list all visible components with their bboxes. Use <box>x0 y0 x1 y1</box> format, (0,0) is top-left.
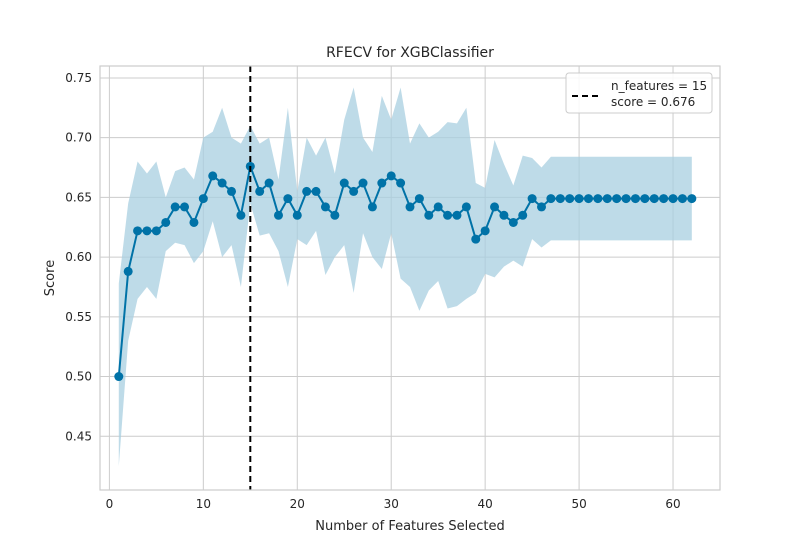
score-point <box>537 202 547 212</box>
y-tick-label: 0.45 <box>65 429 92 443</box>
y-tick-label: 0.65 <box>65 190 92 204</box>
score-point <box>133 226 143 236</box>
x-tick-label: 0 <box>106 497 114 511</box>
score-point <box>490 202 500 212</box>
y-axis-label: Score <box>43 260 58 296</box>
score-point <box>339 178 349 188</box>
x-axis-label: Number of Features Selected <box>315 519 504 534</box>
y-tick-label: 0.55 <box>65 310 92 324</box>
score-point <box>170 202 180 212</box>
score-point <box>433 202 443 212</box>
score-point <box>583 194 593 204</box>
score-point <box>358 178 368 188</box>
legend-entry-n-features: n_features = 15 <box>611 79 707 93</box>
score-points <box>114 161 697 382</box>
score-point <box>461 202 471 212</box>
score-point <box>264 178 274 188</box>
score-point <box>424 210 434 220</box>
score-point <box>640 194 650 204</box>
score-point <box>659 194 669 204</box>
score-point <box>292 210 302 220</box>
score-point <box>602 194 612 204</box>
score-point <box>311 186 321 196</box>
score-band <box>118 87 692 467</box>
score-point <box>142 226 152 236</box>
y-tick-labels: 0.45 0.50 0.55 0.60 0.65 0.70 0.75 <box>65 71 92 443</box>
score-point <box>527 194 537 204</box>
score-point <box>367 202 377 212</box>
score-point <box>443 210 453 220</box>
plot-frame <box>99 65 721 491</box>
x-tick-label: 30 <box>384 497 399 511</box>
score-point <box>649 194 659 204</box>
y-tick-label: 0.60 <box>65 250 92 264</box>
x-tick-labels: 0 10 20 30 40 50 60 <box>106 497 681 511</box>
score-point <box>161 217 171 227</box>
x-tick-label: 20 <box>290 497 305 511</box>
score-point <box>198 194 208 204</box>
y-tick-label: 0.70 <box>65 131 92 145</box>
score-point <box>396 178 406 188</box>
legend-box <box>565 72 713 114</box>
x-tick-label: 10 <box>196 497 211 511</box>
legend: n_features = 15 score = 0.676 <box>565 72 713 114</box>
y-tick-label: 0.50 <box>65 370 92 384</box>
score-point <box>508 217 518 227</box>
x-tick-label: 60 <box>665 497 680 511</box>
score-point <box>630 194 640 204</box>
score-point <box>518 210 528 220</box>
score-point <box>480 226 490 236</box>
score-point <box>320 202 330 212</box>
score-point <box>255 186 265 196</box>
x-tick-label: 40 <box>478 497 493 511</box>
score-point <box>546 194 556 204</box>
legend-entry-score: score = 0.676 <box>611 95 695 109</box>
score-point <box>386 171 396 181</box>
score-point <box>273 210 283 220</box>
score-point <box>668 194 678 204</box>
score-point <box>377 178 387 188</box>
score-point <box>189 217 199 227</box>
score-point <box>217 178 227 188</box>
score-point <box>574 194 584 204</box>
score-point <box>283 194 293 204</box>
score-point <box>180 202 190 212</box>
score-point <box>565 194 575 204</box>
score-point <box>405 202 415 212</box>
score-point <box>499 210 509 220</box>
score-point <box>151 226 161 236</box>
score-point <box>123 266 133 276</box>
y-tick-label: 0.75 <box>65 71 92 85</box>
score-point <box>414 194 424 204</box>
score-point <box>621 194 631 204</box>
score-point <box>687 194 697 204</box>
score-point <box>612 194 622 204</box>
x-tick-label: 50 <box>571 497 586 511</box>
score-point <box>452 210 462 220</box>
score-point <box>593 194 603 204</box>
score-point <box>471 234 481 244</box>
score-point <box>330 210 340 220</box>
score-point <box>555 194 565 204</box>
score-point <box>677 194 687 204</box>
score-point <box>114 372 124 382</box>
score-point <box>349 186 359 196</box>
score-point <box>236 210 246 220</box>
score-point <box>208 171 218 181</box>
score-point <box>302 186 312 196</box>
score-point <box>227 186 237 196</box>
chart-title: RFECV for XGBClassifier <box>326 45 494 61</box>
